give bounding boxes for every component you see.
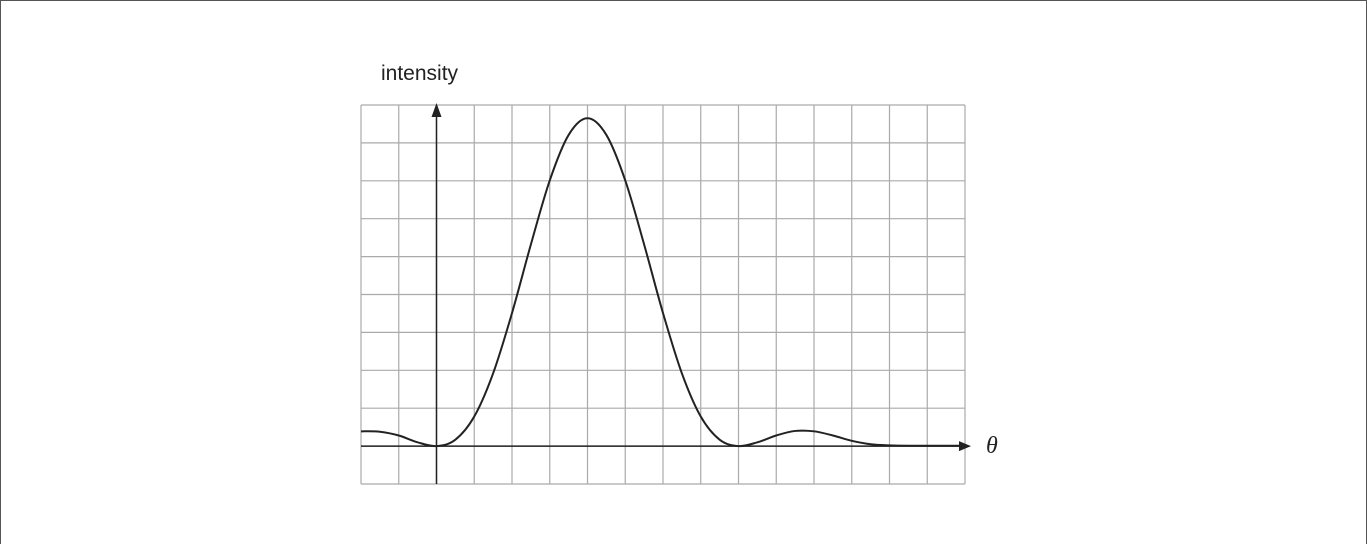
axes [361,103,971,484]
x-axis-label: θ [986,433,998,459]
y-axis-label: intensity [381,62,459,85]
grid [360,104,966,485]
intensity-curve [360,117,966,448]
y-axis-arrow [431,103,442,117]
